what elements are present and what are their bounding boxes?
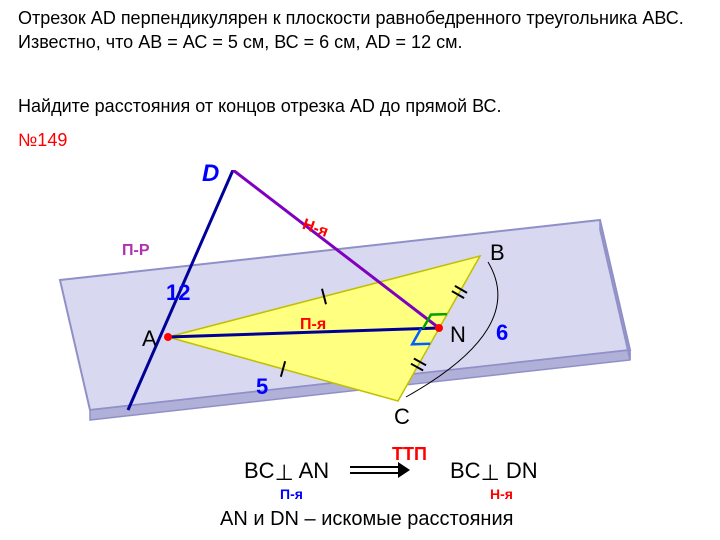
task-number-text: №149 bbox=[18, 130, 67, 150]
label-12-text: 12 bbox=[166, 280, 190, 305]
label-N: N bbox=[450, 322, 466, 348]
label-6: 6 bbox=[496, 320, 508, 346]
label-C-text: С bbox=[394, 404, 410, 429]
task-number: №149 bbox=[18, 130, 67, 151]
label-PR-text: П-Р bbox=[122, 242, 150, 259]
label-D: D bbox=[202, 160, 219, 188]
statement-1-text: Отрезок АD перпендикулярен к плоскости р… bbox=[18, 8, 684, 52]
statement-1: Отрезок АD перпендикулярен к плоскости р… bbox=[18, 6, 702, 55]
ttp-text: ТТП bbox=[392, 444, 427, 464]
label-A: А bbox=[142, 326, 157, 352]
label-B: В bbox=[490, 240, 505, 266]
label-C: С bbox=[394, 404, 410, 430]
nya-note-text: Н-я bbox=[490, 486, 513, 502]
statement-2: Найдите расстояния от концов отрезка АD … bbox=[18, 94, 702, 118]
label-Pya-text: П-я bbox=[300, 316, 326, 333]
label-12: 12 bbox=[166, 280, 190, 306]
conclusion-text: АN и DN – искомые расстояния bbox=[220, 508, 513, 530]
pya-note: П-я bbox=[280, 486, 303, 502]
label-Pya: П-я bbox=[300, 316, 326, 334]
geometry-diagram bbox=[0, 170, 720, 540]
bc-dn: BC⊥ DN bbox=[450, 458, 538, 484]
perp-1: ⊥ bbox=[275, 460, 294, 486]
pya-note-text: П-я bbox=[280, 486, 303, 502]
label-5: 5 bbox=[256, 374, 268, 400]
label-A-text: А bbox=[142, 326, 157, 351]
label-PR: П-Р bbox=[122, 242, 150, 260]
label-5-text: 5 bbox=[256, 374, 268, 399]
label-D-text: D bbox=[202, 160, 219, 187]
perp-2: ⊥ bbox=[481, 460, 500, 486]
bc-an: BC⊥ AN bbox=[244, 458, 329, 484]
label-B-text: В bbox=[490, 240, 505, 265]
label-6-text: 6 bbox=[496, 320, 508, 345]
label-N-text: N bbox=[450, 322, 466, 347]
conclusion: АN и DN – искомые расстояния bbox=[220, 508, 513, 531]
statement-2-text: Найдите расстояния от концов отрезка АD … bbox=[18, 96, 502, 116]
nya-note: Н-я bbox=[490, 486, 513, 502]
ttp: ТТП bbox=[392, 444, 427, 465]
